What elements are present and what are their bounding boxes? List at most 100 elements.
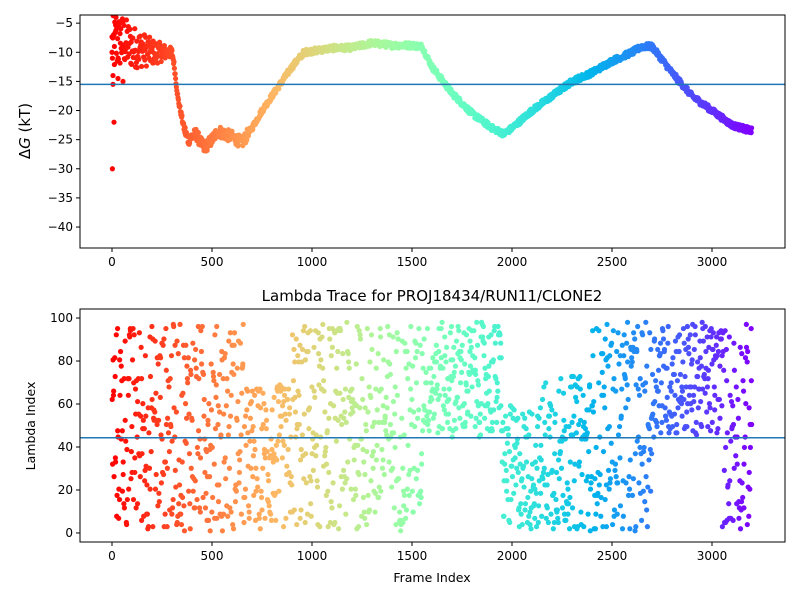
lambda-point [327, 336, 333, 342]
lambda-point [695, 373, 701, 380]
lambda-point [457, 380, 464, 386]
lambda-point [465, 409, 471, 415]
lambda-point [706, 401, 713, 407]
lambda-point [292, 394, 298, 400]
lambda-point [715, 348, 722, 355]
lambda-point [433, 342, 439, 348]
lambda-point [140, 417, 146, 423]
lambda-point [686, 392, 692, 398]
lambda-point [675, 405, 681, 411]
lambda-point [126, 376, 132, 382]
x-tick-label: 500 [201, 255, 224, 269]
lambda-point [603, 524, 610, 530]
lambda-point [206, 474, 213, 480]
lambda-point [126, 486, 132, 492]
lambda-point [451, 344, 457, 350]
lambda-point [576, 463, 582, 469]
lambda-point [605, 363, 611, 369]
lambda-point [739, 480, 745, 486]
lambda-point [546, 426, 552, 432]
lambda-point [735, 396, 741, 403]
lambda-point [411, 409, 417, 415]
lambda-point [590, 409, 597, 415]
lambda-point [473, 371, 479, 378]
lambda-point [550, 526, 556, 532]
lambda-point [489, 428, 495, 434]
lambda-point [141, 426, 147, 432]
lambda-point [297, 515, 303, 521]
lambda-point [169, 505, 176, 511]
lambda-point [192, 478, 198, 484]
lambda-point [404, 348, 410, 355]
lambda-point [688, 384, 694, 390]
lambda-point [651, 336, 658, 342]
lambda-point [462, 423, 468, 430]
lambda-point [222, 455, 228, 461]
lambda-point [129, 357, 136, 363]
lambda-point [330, 403, 337, 409]
lambda-point [250, 453, 256, 459]
lambda-point [557, 448, 564, 455]
lambda-point [441, 386, 447, 392]
lambda-point [182, 401, 189, 407]
lambda-point [624, 340, 630, 346]
lambda-ylabel: Lambda Index [23, 382, 38, 471]
lambda-point [245, 503, 252, 509]
lambda-point [367, 359, 373, 365]
y-tick-label: 20 [58, 483, 73, 497]
lambda-point [325, 524, 331, 530]
lambda-point [573, 430, 579, 436]
lambda-point [144, 511, 150, 517]
lambda-point [546, 413, 553, 419]
lambda-point [494, 380, 500, 386]
lambda-point [447, 330, 453, 336]
lambda-point [568, 384, 575, 390]
lambda-point [316, 351, 322, 357]
lambda-point [313, 432, 319, 438]
lambda-point [714, 430, 720, 436]
delta-g-point [172, 71, 178, 77]
lambda-point [565, 501, 572, 507]
lambda-point [259, 507, 265, 513]
lambda-point [654, 419, 660, 426]
lambda-point [560, 492, 566, 498]
lambda-point [566, 423, 572, 430]
lambda-point [526, 432, 532, 438]
lambda-point [659, 419, 665, 426]
lambda-point [665, 340, 671, 346]
lambda-point [335, 526, 342, 532]
lambda-point [199, 323, 205, 330]
x-tick-label: 3000 [697, 255, 728, 269]
lambda-point [372, 490, 379, 496]
lambda-point [185, 380, 191, 386]
lambda-point [322, 448, 328, 455]
lambda-point [727, 392, 733, 398]
lambda-point [421, 403, 427, 409]
lambda-point [716, 396, 722, 403]
lambda-point [221, 459, 227, 465]
lambda-point [581, 524, 587, 530]
lambda-point [637, 444, 643, 451]
lambda-point [433, 359, 440, 365]
lambda-point [727, 478, 733, 484]
delta-g-point [115, 75, 121, 82]
lambda-point [458, 348, 464, 355]
lambda-point [299, 432, 305, 438]
lambda-point [278, 423, 284, 430]
lambda-point [386, 459, 392, 465]
lambda-point [138, 517, 145, 523]
delta-g-point [110, 72, 116, 79]
lambda-point [322, 409, 328, 415]
lambda-point [116, 515, 122, 521]
lambda-point [442, 392, 448, 398]
lambda-point [194, 496, 200, 503]
lambda-point [250, 474, 256, 480]
lambda-point [538, 490, 544, 496]
lambda-point [365, 492, 371, 498]
lambda-point [690, 392, 697, 398]
lambda-point [244, 407, 250, 413]
lambda-point [314, 478, 320, 484]
lambda-point [193, 365, 199, 371]
lambda-point [561, 428, 567, 434]
lambda-point [635, 323, 641, 330]
